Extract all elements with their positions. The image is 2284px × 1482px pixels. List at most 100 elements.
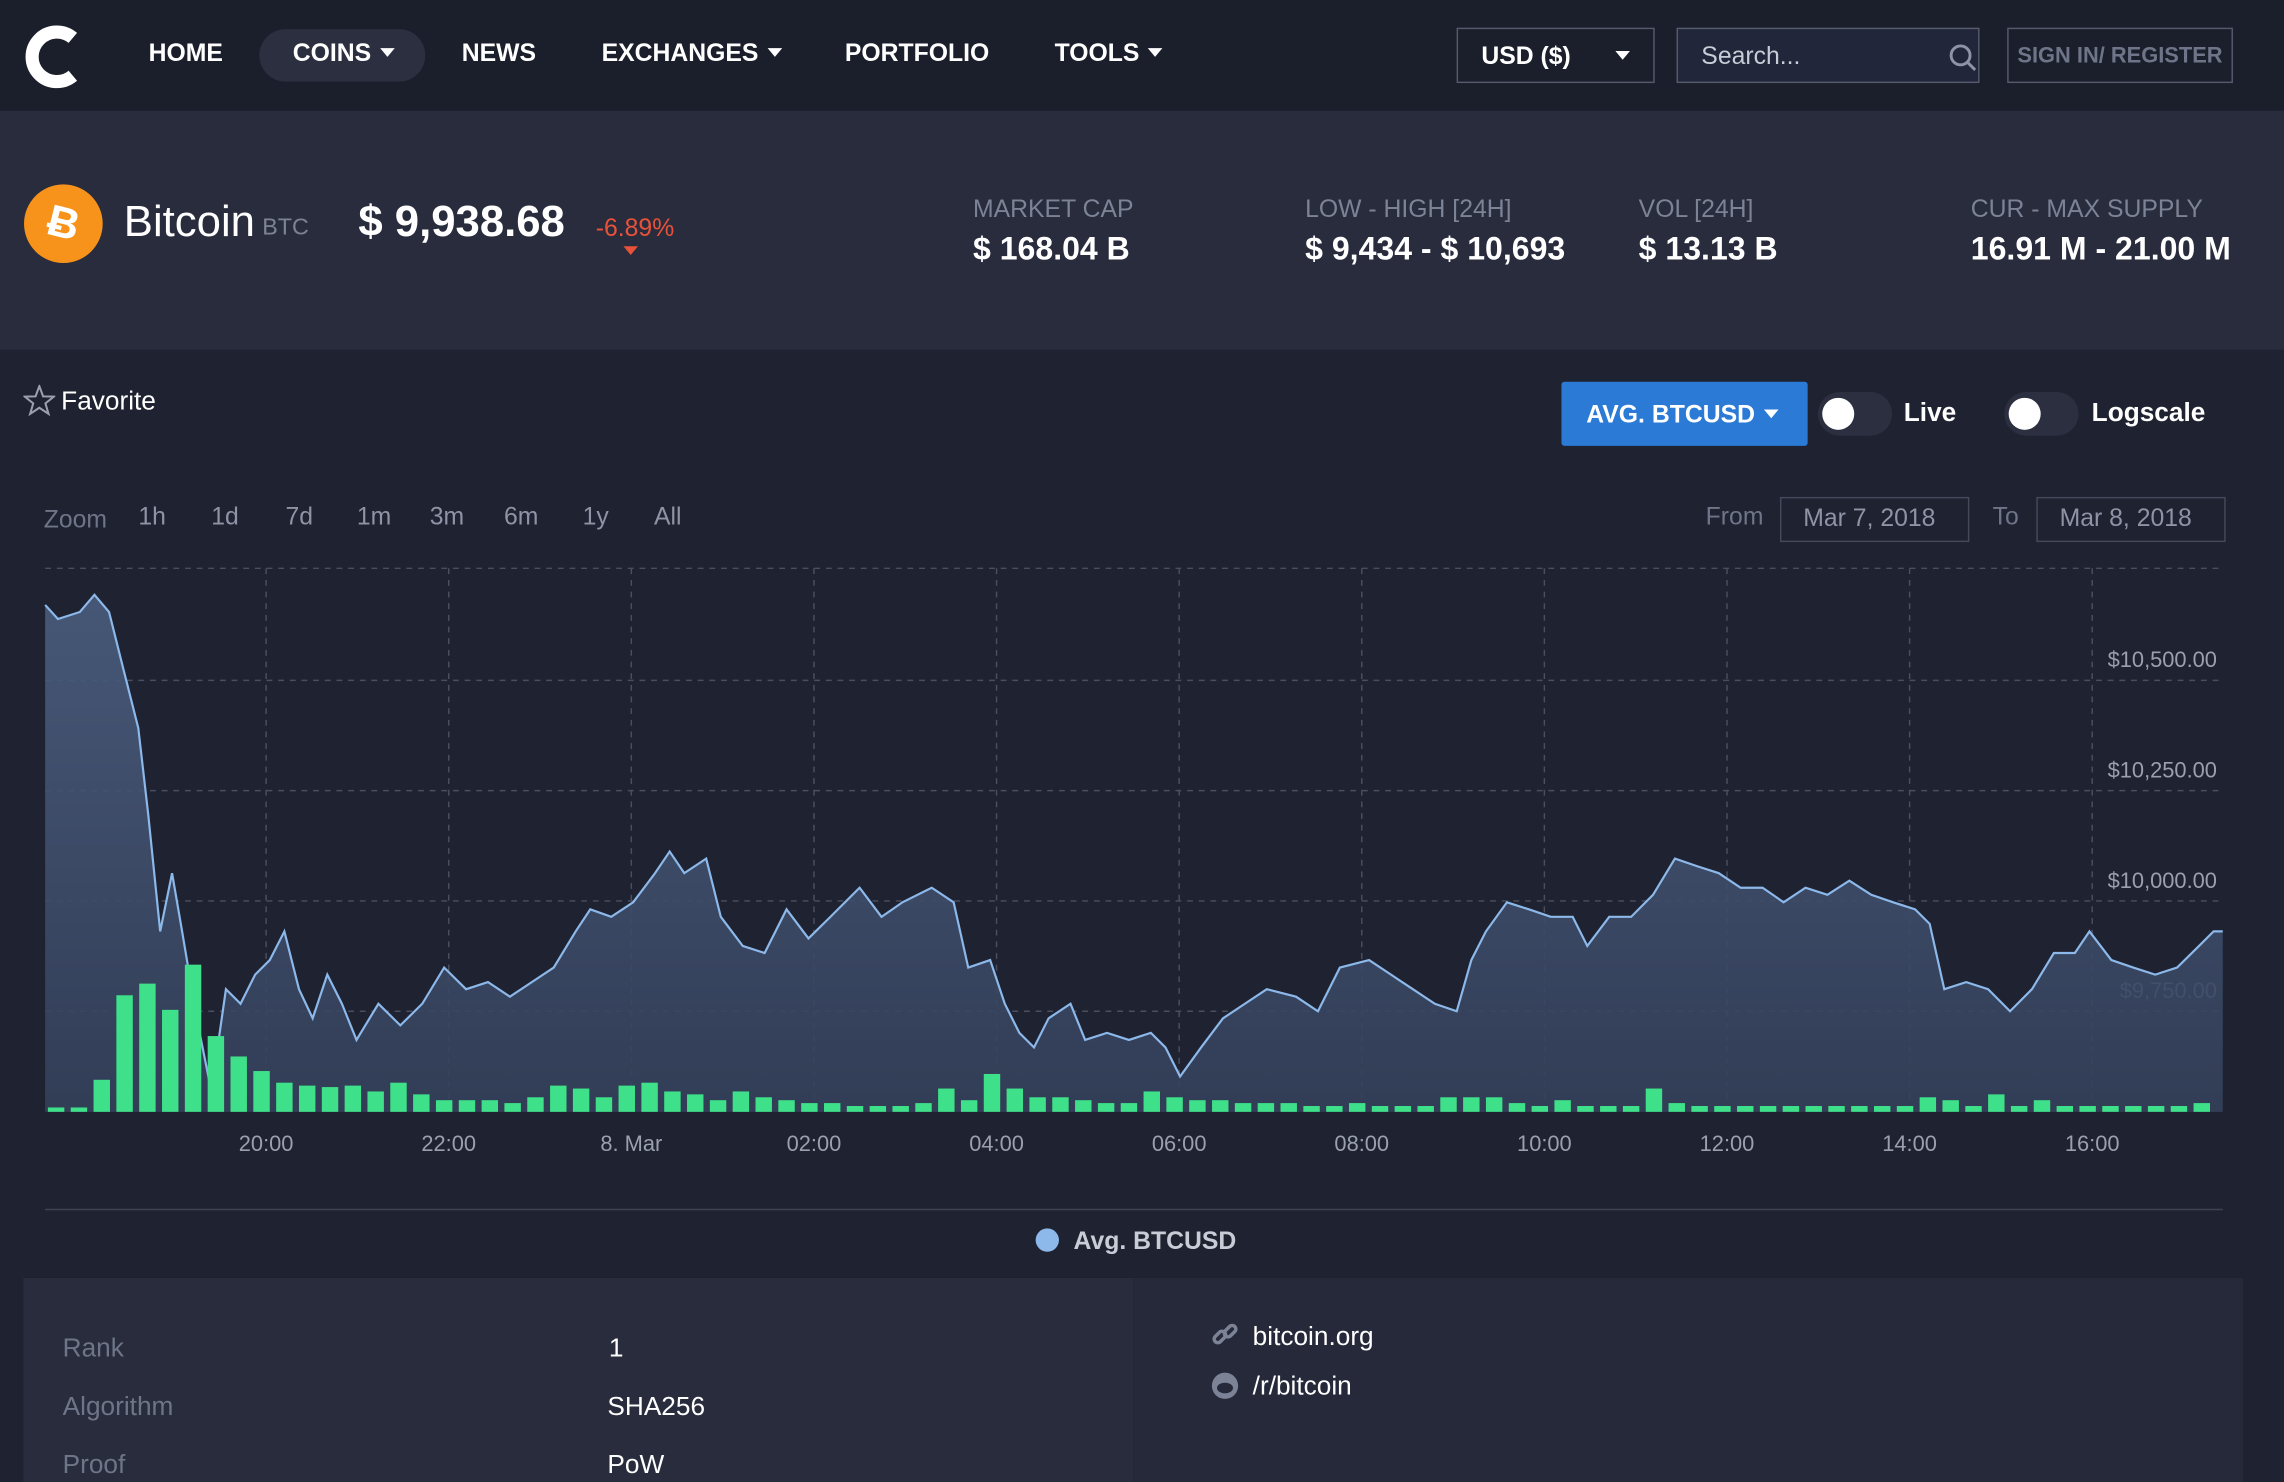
nav-news[interactable]: NEWS <box>461 39 537 68</box>
volume-bar <box>2056 1106 2074 1112</box>
coin-icon: Ƀ <box>24 184 103 264</box>
area-fill <box>45 594 2223 1112</box>
nav-portfolio[interactable]: PORTFOLIO <box>844 39 990 68</box>
volume-bar <box>846 1106 864 1112</box>
volume-bar <box>1485 1097 1503 1112</box>
x-tick-label: 02:00 <box>787 1131 842 1156</box>
details-panel: Rank 1 Algorithm SHA256 Proof PoW <box>23 1277 1134 1482</box>
volume-bar <box>2193 1103 2210 1112</box>
volume-bar <box>1531 1106 1549 1112</box>
volume-bar <box>1851 1106 1868 1112</box>
volume-bar <box>253 1071 270 1112</box>
from-date[interactable]: Mar 7, 2018 <box>1779 496 1970 543</box>
volume-bar <box>1052 1097 1069 1112</box>
volume-bar <box>458 1100 476 1112</box>
x-tick-label: 8. Mar <box>600 1131 662 1156</box>
volume-bar <box>778 1100 795 1112</box>
volume-bar <box>732 1091 750 1112</box>
zoom-button[interactable]: 1d <box>211 502 239 531</box>
logscale-toggle[interactable] <box>2004 391 2079 436</box>
volume-bar <box>230 1056 247 1112</box>
nav-tools[interactable]: TOOLS <box>1055 39 1163 68</box>
stat-label: VOL [24H] <box>1638 195 1754 223</box>
volume-bar <box>1737 1106 1754 1112</box>
volume-bar <box>1029 1097 1046 1112</box>
search-box[interactable]: Search... <box>1676 27 1980 84</box>
zoom-button[interactable]: 1y <box>582 502 609 531</box>
volume-bar <box>618 1085 635 1112</box>
volume-bar <box>2079 1106 2096 1112</box>
volume-bar <box>1873 1106 1891 1112</box>
volume-bar <box>1668 1103 1685 1112</box>
volume-bar <box>1394 1106 1412 1112</box>
volume-bar <box>139 983 156 1112</box>
coin-symbol: BTC <box>262 215 309 241</box>
volume-bar <box>755 1097 772 1112</box>
favorite-label[interactable]: Favorite <box>61 386 156 416</box>
change-arrow <box>623 246 638 256</box>
currency-select[interactable]: USD ($) <box>1456 27 1655 84</box>
x-tick-label: 06:00 <box>1152 1131 1207 1156</box>
sign-in-button[interactable]: SIGN IN/ REGISTER <box>2007 27 2233 84</box>
zoom-button[interactable]: 3m <box>429 502 465 531</box>
coin-price: $ 9,938.68 <box>358 198 565 247</box>
search-placeholder: Search... <box>1701 42 1801 70</box>
volume-bar <box>344 1085 362 1112</box>
to-date[interactable]: Mar 8, 2018 <box>2036 496 2226 543</box>
volume-bar <box>1097 1103 1115 1112</box>
pair-button[interactable]: AVG. BTCUSD <box>1561 381 1808 446</box>
price-change: -6.89% <box>595 214 675 242</box>
y-tick-label: $10,250.00 <box>2108 758 2217 783</box>
volume-bar <box>1120 1103 1138 1112</box>
x-tick-label: 08:00 <box>1334 1131 1389 1156</box>
volume-bar <box>1896 1106 1914 1112</box>
x-tick-label: 12:00 <box>1700 1131 1755 1156</box>
reddit-link[interactable]: /r/bitcoin <box>1252 1371 1352 1401</box>
nav-exchanges[interactable]: EXCHANGES <box>602 39 782 68</box>
pair-label: AVG. BTCUSD <box>1586 401 1778 430</box>
volume-bar <box>1440 1097 1457 1112</box>
volume-bar <box>1212 1100 1229 1112</box>
volume-bar <box>550 1085 567 1112</box>
zoom-button[interactable]: All <box>654 502 682 531</box>
volume-bar <box>1508 1103 1526 1112</box>
zoom-label: Zoom <box>43 505 108 534</box>
volume-bar <box>184 964 202 1112</box>
detail-value: 1 <box>608 1333 624 1363</box>
volume-bar <box>1371 1106 1389 1112</box>
volume-bar <box>1828 1106 1845 1112</box>
price-line <box>44 593 2223 1092</box>
volume-bar <box>298 1085 316 1112</box>
volume-bar <box>1645 1088 1663 1112</box>
detail-label: Rank <box>62 1333 124 1363</box>
volume-bar <box>1326 1106 1343 1112</box>
volume-bar <box>1691 1106 1708 1112</box>
star-icon[interactable] <box>23 384 56 417</box>
volume-bar <box>1189 1100 1206 1112</box>
live-toggle[interactable] <box>1817 391 1893 436</box>
zoom-button[interactable]: 7d <box>285 502 314 531</box>
x-tick-label: 22:00 <box>421 1131 476 1156</box>
reddit-icon <box>1211 1372 1239 1399</box>
volume-bar <box>915 1103 932 1112</box>
volume-bar <box>93 1079 110 1112</box>
x-tick-label: 16:00 <box>2065 1131 2120 1156</box>
website-link[interactable]: bitcoin.org <box>1252 1321 1374 1351</box>
coin-name: Bitcoin <box>123 198 255 247</box>
volume-bar <box>527 1097 544 1112</box>
volume-bar <box>390 1082 407 1112</box>
nav-home[interactable]: HOME <box>148 39 223 68</box>
x-tick-label: 14:00 <box>1882 1131 1937 1156</box>
search-icon <box>1949 44 1977 71</box>
volume-bar <box>869 1106 887 1112</box>
volume-bar <box>207 1036 225 1112</box>
zoom-button[interactable]: 1h <box>138 502 166 531</box>
nav-coins[interactable]: COINS <box>293 39 395 68</box>
zoom-button[interactable]: 1m <box>356 502 392 531</box>
detail-label: Proof <box>62 1449 126 1480</box>
volume-bar <box>321 1087 339 1112</box>
zoom-button[interactable]: 6m <box>503 502 539 531</box>
logo[interactable] <box>20 23 87 90</box>
